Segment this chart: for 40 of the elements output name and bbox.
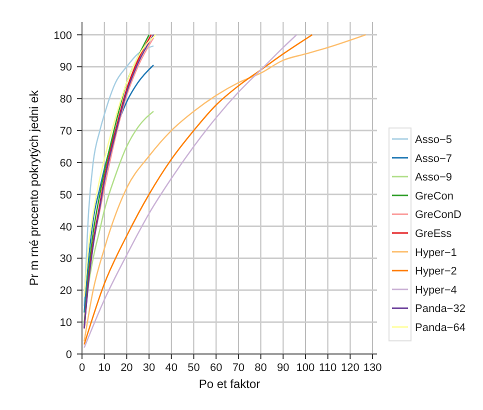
legend-label: GreConD — [415, 209, 462, 222]
y-axis-title: Pr m rné procento pokrytých jedni ek — [27, 89, 41, 286]
legend-label: Panda−32 — [415, 303, 466, 316]
x-tick-label: 90 — [277, 362, 290, 374]
y-tick-label: 0 — [66, 349, 72, 361]
y-tick-label: 30 — [60, 253, 72, 266]
x-tick-label: 80 — [254, 362, 267, 374]
legend-label: Asso−7 — [415, 152, 452, 165]
x-tick-label: 70 — [232, 362, 245, 374]
x-axis-title: Po et faktor — [198, 377, 260, 391]
x-tick-label: 50 — [188, 362, 200, 374]
legend-label: Panda−64 — [415, 322, 466, 334]
x-tick-label: 10 — [98, 362, 110, 374]
x-tick-label: 20 — [120, 362, 133, 374]
x-tick-label: 0 — [78, 362, 86, 374]
y-tick-label: 90 — [60, 62, 72, 74]
legend-label: Hyper−2 — [415, 266, 457, 278]
y-tick-label: 60 — [60, 157, 72, 170]
legend-label: Asso−9 — [415, 172, 452, 184]
x-tick-label: 110 — [319, 362, 337, 374]
y-tick-label: 70 — [60, 126, 72, 138]
y-tick-label: 10 — [60, 317, 72, 330]
legend-label: GreEss — [415, 228, 452, 240]
y-tick-label: 50 — [60, 189, 72, 202]
x-tick-label: 100 — [296, 362, 315, 374]
y-tick-label: 20 — [60, 285, 72, 298]
legend-label: Asso−5 — [415, 134, 452, 146]
line-series — [84, 110, 154, 323]
y-tick-label: 80 — [60, 94, 72, 106]
legend-label: Hyper−1 — [415, 246, 457, 259]
legend-label: GreCon — [415, 190, 454, 202]
x-tick-label: 130 — [363, 362, 382, 374]
y-tick-label: 100 — [54, 30, 72, 42]
x-tick-label: 120 — [341, 362, 360, 374]
x-tick-label: 60 — [210, 362, 222, 374]
y-tick-label: 40 — [60, 221, 72, 234]
legend-label: Hyper−4 — [415, 284, 457, 296]
x-tick-label: 40 — [165, 362, 178, 374]
x-tick-label: 30 — [142, 362, 156, 374]
line-series — [84, 34, 366, 342]
